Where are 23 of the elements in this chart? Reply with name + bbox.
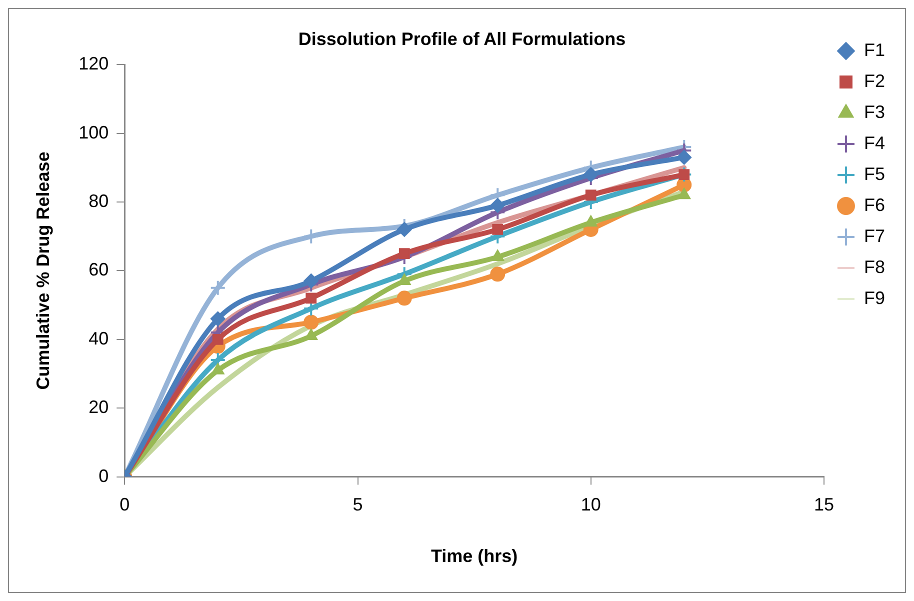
y-axis-title: Cumulative % Drug Release	[32, 152, 53, 390]
y-tick-label: 40	[88, 328, 109, 348]
x-axis-title: Time (hrs)	[430, 546, 518, 566]
y-tick-label: 100	[78, 122, 109, 142]
y-tick-label: 0	[98, 466, 109, 486]
legend-label: F9	[864, 288, 886, 308]
x-tick-label: 0	[120, 494, 130, 515]
legend-label: F5	[864, 164, 886, 184]
y-tick-label: 120	[78, 54, 109, 74]
legend-label: F6	[864, 194, 886, 215]
legend-label: F4	[864, 132, 886, 153]
x-tick-label: 5	[352, 494, 363, 515]
x-tick-label: 15	[814, 494, 834, 515]
chart-title: Dissolution Profile of All Formulations	[298, 28, 626, 49]
legend-label: F3	[864, 102, 886, 122]
y-tick-label: 20	[88, 397, 109, 418]
legend-label: F1	[864, 40, 886, 60]
legend-label: F8	[864, 256, 886, 277]
legend-label: F2	[864, 70, 886, 91]
y-tick-label: 80	[88, 190, 109, 211]
x-tick-label: 10	[580, 494, 601, 515]
y-tick-label: 60	[88, 260, 109, 280]
legend-label: F7	[864, 226, 886, 246]
